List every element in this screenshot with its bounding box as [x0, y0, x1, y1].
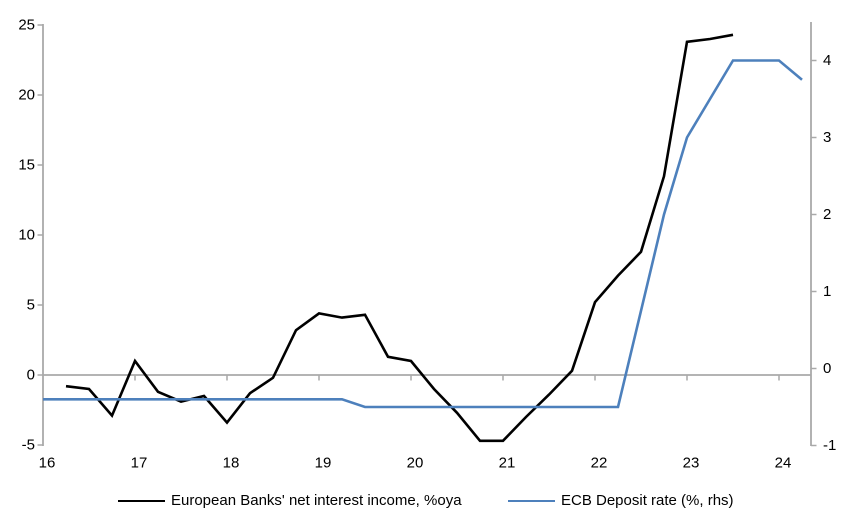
x-axis-tick-label: 16	[39, 455, 56, 472]
right-axis-tick-label: -1	[823, 437, 836, 454]
right-axis-tick-label: 1	[823, 283, 831, 300]
left-axis-tick-label: 10	[18, 227, 35, 244]
x-axis-tick-label: 17	[131, 455, 148, 472]
black-line-swatch	[118, 499, 165, 502]
x-axis-tick-label: 24	[775, 455, 792, 472]
x-axis-tick-label: 19	[315, 455, 332, 472]
legend-label-net-interest-income: European Banks' net interest income, %oy…	[171, 492, 462, 509]
x-axis-tick-label: 23	[683, 455, 700, 472]
blue-line-swatch	[508, 499, 555, 502]
x-axis-tick-label: 18	[223, 455, 240, 472]
left-axis-tick-label: 25	[18, 17, 35, 34]
legend-item-ecb-deposit-rate: ECB Deposit rate (%, rhs)	[508, 492, 734, 509]
left-axis-tick-label: 0	[27, 367, 35, 384]
net-interest-income-line	[65, 33, 734, 443]
x-axis-tick-label: 20	[407, 455, 424, 472]
legend-label-ecb-deposit-rate: ECB Deposit rate (%, rhs)	[561, 492, 734, 509]
left-axis-tick-label: 5	[27, 297, 35, 314]
right-axis-tick-label: 3	[823, 129, 831, 146]
right-axis-tick-label: 2	[823, 206, 831, 223]
x-axis-tick-label: 22	[591, 455, 608, 472]
left-axis-tick-label: 15	[18, 157, 35, 174]
left-axis-tick-label: -5	[22, 437, 35, 454]
ecb-deposit-rate-line	[43, 59, 803, 409]
right-axis-tick-label: 0	[823, 360, 831, 377]
legend-item-net-interest-income: European Banks' net interest income, %oy…	[118, 492, 462, 509]
right-axis-tick-label: 4	[823, 52, 831, 69]
x-axis-tick-label: 21	[499, 455, 516, 472]
left-axis-tick-label: 20	[18, 87, 35, 104]
